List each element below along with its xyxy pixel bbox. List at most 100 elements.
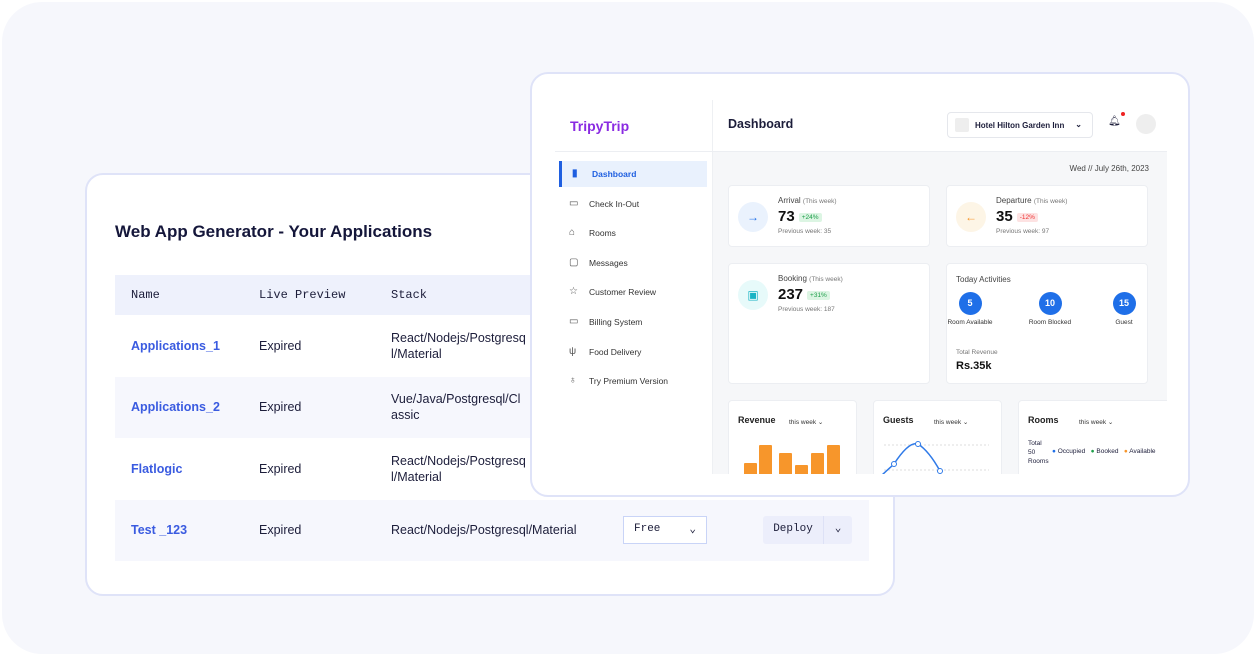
award-icon: ♁ bbox=[569, 375, 577, 387]
preview-status: Expired bbox=[259, 400, 302, 415]
deploy-button-group: Deploy ⌄ bbox=[763, 515, 852, 544]
guests-line bbox=[881, 442, 941, 474]
sidebar-item-messages[interactable]: ▢ Messages bbox=[559, 250, 707, 276]
sidebar-item-label: Messages bbox=[589, 257, 628, 268]
stack: React/Nodejs/Postgresql/Material bbox=[391, 330, 526, 361]
app-link[interactable]: Applications_1 bbox=[131, 338, 220, 353]
total-revenue-label: Total Revenue bbox=[956, 349, 998, 356]
revenue-bar bbox=[795, 465, 808, 474]
col-stack: Stack bbox=[391, 288, 428, 302]
rooms-total: Total 50 Rooms bbox=[1028, 440, 1049, 465]
app-link[interactable]: Applications_2 bbox=[131, 400, 220, 415]
table-row: Flatlogic Expired React/Nodejs/Postgresq… bbox=[115, 438, 869, 500]
revenue-bar bbox=[827, 445, 840, 474]
deploy-button[interactable]: Deploy bbox=[773, 522, 813, 535]
avatar[interactable] bbox=[1136, 114, 1156, 134]
page-title: Web App Generator - Your Applications bbox=[115, 222, 433, 241]
date: Wed // July 26th, 2023 bbox=[1069, 164, 1149, 173]
bell-icon[interactable]: 🔔︎ bbox=[1108, 116, 1121, 127]
departure-label: Departure (This week) bbox=[996, 196, 1068, 205]
period-select[interactable]: this week ⌄ bbox=[789, 419, 824, 426]
arrival-card: → Arrival (This week) 73 +24% Previous we… bbox=[728, 185, 930, 247]
today-title: Today Activities bbox=[956, 275, 1011, 284]
table-row: Test _123 Expired React/Nodejs/Postgresq… bbox=[115, 499, 869, 561]
sidebar-item-billing-system[interactable]: ▭ Billing System bbox=[559, 309, 707, 335]
guests-card: Guests this week ⌄ bbox=[873, 400, 1002, 474]
today-activities-card: Today Activities 5 Room Available 10 Room … bbox=[946, 263, 1148, 384]
sidebar: TripyTrip ▮ Dashboard ▭ Check In-Out ⌂ Rooms ▢… bbox=[555, 100, 713, 474]
hotel-select[interactable]: Hotel Hilton Garden Inn ⌄ bbox=[947, 112, 1093, 138]
revenue-bar bbox=[811, 453, 824, 474]
dashboard-preview: TripyTrip ▮ Dashboard ▭ Check In-Out ⌂ Rooms ▢… bbox=[530, 72, 1190, 497]
calendar-icon: ▭ bbox=[569, 197, 579, 209]
data-point bbox=[937, 468, 943, 474]
chevron-down-icon: ⌄ bbox=[689, 523, 696, 536]
period-select[interactable]: this week ⌄ bbox=[934, 419, 969, 426]
sidebar-item-try-premium-version[interactable]: ♁ Try Premium Version bbox=[559, 368, 707, 394]
booking-value: 237 +31% bbox=[778, 286, 830, 303]
chevron-down-icon[interactable]: ⌄ bbox=[823, 515, 852, 544]
revenue-bar bbox=[759, 445, 772, 474]
guest: 15 Guest bbox=[1099, 292, 1149, 326]
revenue-card: Revenue this week ⌄ bbox=[728, 400, 857, 474]
stack: React/Nodejs/Postgresql/Material bbox=[391, 453, 526, 484]
logo: TripyTrip bbox=[570, 118, 630, 134]
arrival-label: Arrival (This week) bbox=[778, 196, 837, 205]
topbar: Dashboard Hotel Hilton Garden Inn ⌄ 🔔︎ bbox=[713, 100, 1167, 152]
revenue-title: Revenue bbox=[738, 415, 776, 425]
stack: Vue/Java/Postgresql/Classic bbox=[391, 392, 521, 423]
sidebar-item-customer-review[interactable]: ☆ Customer Review bbox=[559, 279, 707, 305]
calendar-icon: ▣ bbox=[738, 280, 768, 310]
col-live-preview: Live Preview bbox=[259, 288, 346, 302]
rooms-legend: ● Occupied ● Booked ● Available bbox=[1052, 448, 1156, 455]
app-link[interactable]: Test _123 bbox=[131, 523, 188, 538]
arrival-prev: Previous week: 35 bbox=[778, 228, 832, 235]
sidebar-item-check-in-out[interactable]: ▭ Check In-Out bbox=[559, 191, 707, 217]
rooms-title: Rooms bbox=[1028, 415, 1059, 425]
total-revenue: Rs.35k bbox=[956, 360, 992, 372]
guests-line-chart bbox=[881, 441, 989, 474]
preview-status: Expired bbox=[259, 338, 302, 353]
app-link[interactable]: Flatlogic bbox=[131, 461, 183, 476]
sidebar-item-label: Customer Review bbox=[589, 287, 657, 298]
departure-prev: Previous week: 97 bbox=[996, 228, 1050, 235]
sidebar-item-dashboard[interactable]: ▮ Dashboard bbox=[559, 161, 707, 187]
stack: React/Nodejs/Postgresql/Material bbox=[391, 523, 577, 538]
period-select[interactable]: this week ⌄ bbox=[1079, 419, 1114, 426]
departure-value: 35 -12% bbox=[996, 208, 1038, 225]
table-row: Applications_1 Expired React/Nodejs/Post… bbox=[115, 315, 869, 377]
sidebar-item-label: Food Delivery bbox=[589, 346, 642, 357]
message-icon: ▢ bbox=[569, 256, 579, 268]
sidebar-item-food-delivery[interactable]: ψ Food Delivery bbox=[559, 339, 707, 365]
sidebar-item-label: Check In-Out bbox=[589, 198, 640, 209]
revenue-bar bbox=[744, 463, 757, 474]
sidebar-item-label: Rooms bbox=[589, 228, 616, 239]
room-blocked: 10 Room Blocked bbox=[1025, 292, 1075, 326]
credit-card-icon: ▭ bbox=[569, 316, 579, 327]
arrival-value: 73 +24% bbox=[778, 208, 822, 225]
booking-card: ▣ Booking (This week) 237 +31% Previous w… bbox=[728, 263, 930, 384]
booking-label: Booking (This week) bbox=[778, 274, 843, 283]
plan-select[interactable]: Free ⌄ bbox=[623, 515, 707, 544]
hotel-name: Hotel Hilton Garden Inn bbox=[975, 121, 1065, 130]
data-point bbox=[915, 441, 921, 447]
utensils-icon: ψ bbox=[569, 345, 577, 357]
departure-card: ← Departure (This week) 35 -12% Previous … bbox=[946, 185, 1148, 247]
sidebar-item-label: Billing System bbox=[589, 317, 643, 327]
sidebar-item-rooms[interactable]: ⌂ Rooms bbox=[559, 220, 707, 246]
notification-dot bbox=[1121, 112, 1125, 116]
col-name: Name bbox=[131, 288, 160, 302]
data-point bbox=[891, 461, 897, 467]
chevron-down-icon: ⌄ bbox=[1075, 120, 1082, 129]
plan-value: Free bbox=[634, 522, 661, 535]
rooms-card: Rooms this week ⌄ Total 50 Rooms ● Occup… bbox=[1018, 400, 1167, 474]
arrow-right-icon: → bbox=[738, 202, 768, 232]
revenue-bar bbox=[779, 453, 792, 474]
preview-status: Expired bbox=[259, 461, 302, 476]
star-icon: ☆ bbox=[569, 286, 578, 298]
guests-title: Guests bbox=[883, 415, 914, 425]
booking-prev: Previous week: 187 bbox=[778, 306, 835, 313]
room-available: 5 Room Available bbox=[945, 292, 995, 326]
dashboard: TripyTrip ▮ Dashboard ▭ Check In-Out ⌂ Rooms ▢… bbox=[555, 100, 1167, 474]
bar-chart-icon: ▮ bbox=[572, 168, 578, 179]
